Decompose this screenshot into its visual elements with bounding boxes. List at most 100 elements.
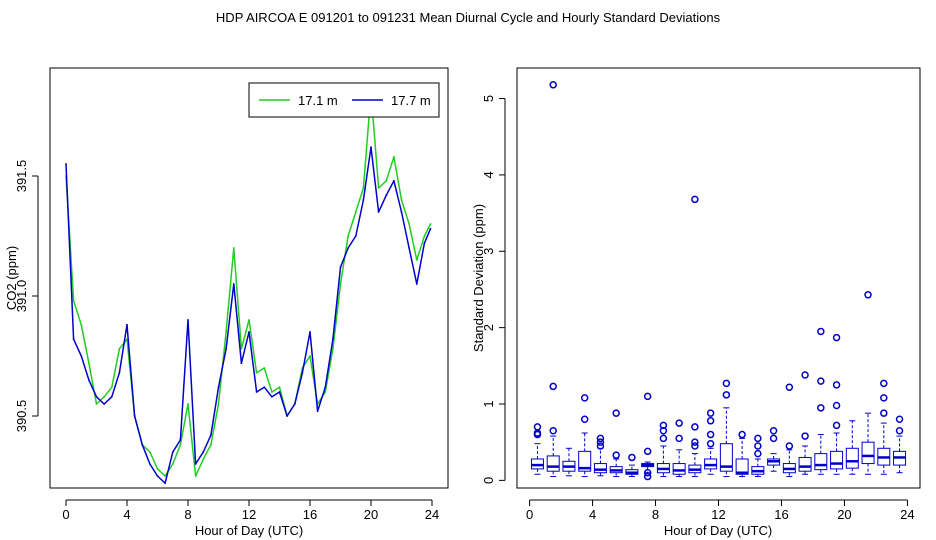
series-line	[65, 91, 432, 477]
outlier-point	[817, 377, 825, 385]
series-17-7-m	[65, 146, 432, 485]
x-tick-label: 24	[425, 507, 439, 522]
data-point	[392, 155, 395, 158]
data-point	[118, 347, 121, 350]
data-point	[87, 379, 90, 381]
data-point	[141, 443, 144, 446]
outlier-point	[817, 327, 825, 336]
outlier-point	[832, 381, 841, 389]
data-point	[209, 434, 212, 437]
box-hour-7.5	[641, 392, 655, 481]
outlier-point	[628, 453, 636, 462]
data-point	[110, 395, 113, 398]
outlier-point	[706, 417, 715, 425]
box-iqr	[798, 456, 812, 472]
outlier-point	[880, 409, 888, 417]
data-point	[263, 386, 266, 389]
x-tick-label: 16	[303, 507, 317, 522]
data-point	[225, 331, 228, 333]
data-point	[377, 211, 380, 213]
outlier-point	[675, 434, 683, 443]
right-y-axis-label: Standard Deviation (ppm)	[471, 204, 486, 352]
data-point	[225, 347, 228, 350]
data-point	[202, 458, 205, 461]
outlier-point	[706, 430, 715, 439]
data-point	[301, 371, 304, 374]
legend-label-17-7m: 17.7 m	[391, 93, 431, 108]
outlier-point	[880, 394, 888, 402]
x-tick-label: 0	[62, 507, 69, 522]
outlier-point	[612, 409, 620, 417]
box-hour-16.5	[782, 383, 796, 478]
data-point	[429, 223, 432, 225]
data-point	[148, 463, 151, 465]
outlier-point	[549, 81, 557, 89]
left-series-group	[65, 91, 432, 485]
data-point	[255, 371, 258, 374]
data-point	[362, 187, 365, 189]
outlier-point	[580, 415, 589, 424]
data-point	[156, 467, 159, 470]
outlier-point	[659, 421, 668, 430]
legend-label-17-1m: 17.1 m	[298, 93, 338, 108]
box-hour-18.5	[814, 327, 828, 475]
box-hour-23.5	[893, 415, 907, 474]
x-tick-label: 0	[526, 507, 533, 522]
box-hour-19.5	[830, 333, 844, 475]
x-tick-label: 16	[774, 507, 788, 522]
box-iqr	[814, 453, 828, 471]
figure-title: HDP AIRCOA E 091201 to 091231 Mean Diurn…	[215, 10, 721, 25]
data-point	[331, 338, 334, 341]
data-point	[65, 163, 67, 165]
data-point	[232, 283, 235, 285]
data-point	[179, 443, 182, 446]
data-point	[179, 439, 182, 441]
y-tick-label: 5	[481, 95, 496, 102]
series-line	[65, 146, 432, 484]
outlier-point	[675, 419, 683, 427]
y-tick-label: 391.5	[14, 160, 29, 193]
x-tick-label: 4	[123, 507, 130, 522]
box-iqr	[735, 458, 749, 475]
box-hour-11.5	[704, 409, 718, 475]
data-point	[385, 194, 388, 197]
outlier-point	[549, 382, 557, 391]
data-point	[429, 227, 432, 230]
box-hour-10.5	[688, 195, 702, 478]
left-x-axis-label: Hour of Day (UTC)	[195, 523, 303, 538]
outlier-point	[643, 472, 652, 481]
x-tick-label: 12	[242, 507, 256, 522]
left-x-axis: 0 4 8 12 16 20 24	[62, 499, 439, 522]
data-point	[72, 299, 75, 302]
data-point	[400, 199, 403, 201]
data-point	[400, 211, 403, 213]
left-y-axis: 390.5 391.0 391.5	[14, 160, 39, 432]
box-hour-12.5	[719, 379, 733, 478]
series-17-1-m	[65, 91, 432, 477]
outlier-point	[533, 423, 542, 431]
right-plot-frame	[516, 67, 921, 489]
outlier-point	[801, 432, 809, 440]
box-hour-5.5	[609, 409, 623, 478]
data-point	[331, 347, 334, 350]
box-hour-17.5	[798, 371, 812, 475]
data-point	[103, 403, 106, 405]
data-point	[339, 283, 342, 285]
outlier-point	[769, 434, 778, 443]
data-point	[232, 247, 235, 249]
outlier-point	[769, 426, 778, 435]
outlier-point	[691, 195, 699, 204]
outlier-point	[817, 404, 825, 412]
data-point	[240, 362, 243, 365]
boxplot-group	[530, 81, 907, 481]
outlier-point	[895, 415, 904, 424]
outlier-point	[754, 434, 762, 443]
data-point	[423, 235, 426, 237]
data-point	[217, 403, 220, 405]
outlier-point	[643, 468, 652, 477]
x-tick-label: 12	[711, 507, 725, 522]
data-point	[133, 415, 136, 417]
data-point	[316, 410, 319, 413]
data-point	[263, 367, 266, 369]
